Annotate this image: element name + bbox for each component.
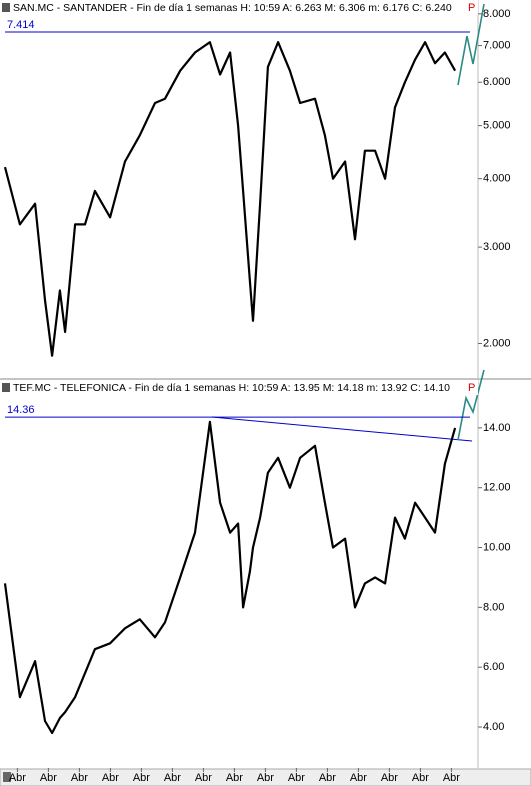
panel-title: SAN.MC - SANTANDER - Fin de día 1 semana… [13, 2, 452, 14]
panel-title: TEF.MC - TELEFONICA - Fin de día 1 seman… [13, 382, 450, 394]
x-tick-label: Abr [350, 772, 367, 784]
x-tick-label: Abr [40, 772, 57, 784]
level-label: 7.414 [7, 19, 35, 31]
y-tick-label: 10.00 [483, 541, 511, 553]
y-tick-label: 12.00 [483, 482, 511, 494]
projection-arrow [457, 369, 485, 441]
y-tick-label: 5.000 [483, 120, 511, 132]
x-tick-label: Abr [288, 772, 305, 784]
x-tick-label: Abr [133, 772, 150, 784]
x-tick-label: Abr [164, 772, 181, 784]
header-bar [0, 380, 478, 395]
y-tick-label: 2.000 [483, 337, 511, 349]
level-label: 14.36 [7, 404, 35, 416]
header-bar [0, 0, 478, 15]
x-tick-label: Abr [226, 772, 243, 784]
x-tick-label: Abr [257, 772, 274, 784]
y-tick-label: 7.000 [483, 40, 511, 52]
y-tick-label: 3.000 [483, 241, 511, 253]
flag: P [468, 382, 475, 394]
scroll-icon [3, 772, 11, 782]
flag: P [468, 2, 475, 14]
price-line [3, 41, 457, 357]
x-tick-label: Abr [319, 772, 336, 784]
x-tick-label: Abr [102, 772, 119, 784]
y-tick-label: 8.000 [483, 8, 511, 20]
x-tick-label: Abr [443, 772, 460, 784]
y-tick-label: 14.00 [483, 422, 511, 434]
x-tick-label: Abr [412, 772, 429, 784]
y-tick-label: 6.000 [483, 76, 511, 88]
header-icon [2, 3, 10, 12]
trend-line [211, 416, 473, 442]
header-icon [2, 383, 10, 392]
price-line [3, 420, 457, 735]
x-tick-label: Abr [71, 772, 88, 784]
x-tick-label: Abr [9, 772, 26, 784]
y-tick-label: 6.00 [483, 661, 504, 673]
y-tick-label: 8.00 [483, 601, 504, 613]
y-tick-label: 4.00 [483, 721, 504, 733]
x-tick-label: Abr [195, 772, 212, 784]
projection-arrow [457, 3, 485, 86]
x-tick-label: Abr [381, 772, 398, 784]
y-tick-label: 4.000 [483, 173, 511, 185]
